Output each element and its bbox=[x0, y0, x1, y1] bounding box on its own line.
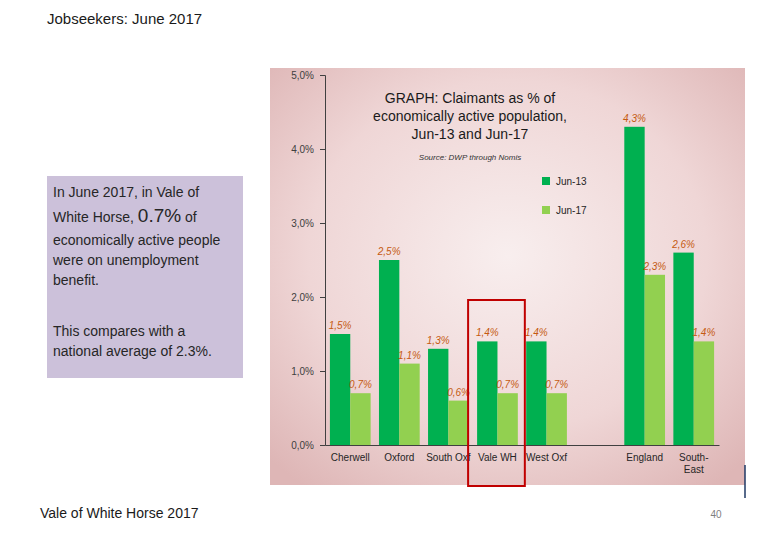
y-tick: 0,0% bbox=[291, 440, 325, 451]
x-tick: England bbox=[626, 445, 663, 463]
y-tick-label: 0,0% bbox=[291, 440, 314, 451]
data-label: 1,5% bbox=[329, 320, 352, 331]
highlight-box bbox=[468, 300, 525, 486]
data-labels: 1,5% 2,5% 1,3% 1,4% 1,4% 4,3% 2,6% 0,7% 1,1% 0,6%… bbox=[329, 113, 716, 398]
data-label: 1,4% bbox=[476, 327, 499, 338]
y-tick-label: 5,0% bbox=[291, 70, 314, 81]
data-label: 0,7% bbox=[496, 379, 519, 390]
data-label: 1,3% bbox=[427, 335, 450, 346]
legend-swatch bbox=[542, 206, 550, 214]
y-tick-label: 3,0% bbox=[291, 218, 314, 229]
legend-label: Jun-13 bbox=[556, 176, 587, 187]
y-tick: 4,0% bbox=[291, 144, 325, 155]
y-tick: 1,0% bbox=[291, 366, 325, 377]
comparison-text: This compares with a national average of… bbox=[53, 321, 237, 362]
legend-label: Jun-17 bbox=[556, 205, 587, 216]
legend: Jun-13 Jun-17 bbox=[542, 176, 587, 216]
bar bbox=[526, 341, 546, 445]
data-label: 1,4% bbox=[525, 327, 548, 338]
data-label: 0,7% bbox=[545, 379, 568, 390]
chart-panel bbox=[270, 68, 745, 485]
summary-text: In June 2017, in Vale of White Horse, 0.… bbox=[53, 182, 237, 291]
bar bbox=[673, 253, 693, 445]
chart-title: GRAPH: Claimants as % ofeconomically act… bbox=[373, 90, 567, 142]
bar bbox=[694, 341, 714, 445]
bar bbox=[645, 275, 665, 445]
x-tick: South Oxf bbox=[426, 445, 471, 463]
y-tick: 5,0% bbox=[291, 70, 325, 81]
x-tick-label: England bbox=[626, 452, 663, 463]
x-tick: Vale WH bbox=[478, 445, 517, 463]
x-tick: Cherwell bbox=[331, 445, 370, 463]
bar bbox=[448, 401, 468, 445]
bars bbox=[330, 127, 714, 445]
x-tick: West Oxf bbox=[526, 445, 567, 463]
data-label: 2,6% bbox=[671, 239, 695, 250]
slide-title: Jobseekers: June 2017 bbox=[47, 10, 202, 27]
x-axis: Cherwell Oxford South Oxf Vale WH West Oxf En… bbox=[326, 445, 720, 475]
x-tick: Oxford bbox=[384, 445, 414, 463]
x-axis-line bbox=[326, 445, 720, 446]
legend-swatch bbox=[542, 177, 550, 185]
y-tick-mark bbox=[320, 223, 325, 224]
x-tick-label: South-East bbox=[679, 452, 708, 475]
y-tick-mark bbox=[320, 371, 325, 372]
bar bbox=[399, 364, 419, 445]
y-tick-mark bbox=[320, 75, 325, 76]
y-tick-label: 1,0% bbox=[291, 366, 314, 377]
data-label: 2,3% bbox=[642, 261, 666, 272]
chart-subtitle: Source: DWP through Nomis bbox=[419, 153, 521, 162]
x-tick: South-East bbox=[679, 445, 708, 475]
decor-line bbox=[744, 465, 746, 498]
data-label: 1,1% bbox=[398, 350, 421, 361]
y-tick-label: 4,0% bbox=[291, 144, 314, 155]
data-label: 4,3% bbox=[623, 113, 646, 124]
data-label: 1,4% bbox=[693, 327, 716, 338]
x-tick-label: South Oxf bbox=[426, 452, 471, 463]
footer: Vale of White Horse 2017 bbox=[40, 505, 199, 521]
bar bbox=[624, 127, 644, 445]
y-tick: 3,0% bbox=[291, 218, 325, 229]
bar bbox=[350, 393, 370, 445]
page-number: 40 bbox=[710, 509, 722, 520]
bar bbox=[330, 334, 350, 445]
data-label: 2,5% bbox=[377, 246, 401, 257]
summary-box: In June 2017, in Vale of White Horse, 0.… bbox=[47, 176, 243, 378]
y-tick-mark bbox=[320, 445, 325, 446]
bar bbox=[379, 260, 399, 445]
y-tick-mark bbox=[320, 297, 325, 298]
y-axis: 0,0% 1,0% 2,0% 3,0% 4,0% 5,0% bbox=[291, 70, 325, 451]
bar bbox=[497, 393, 517, 445]
x-tick-label: Vale WH bbox=[478, 452, 517, 463]
y-tick-label: 2,0% bbox=[291, 292, 314, 303]
x-tick-label: Cherwell bbox=[331, 452, 370, 463]
bar bbox=[428, 349, 448, 445]
data-label: 0,7% bbox=[349, 379, 372, 390]
bar bbox=[547, 393, 567, 445]
bar bbox=[477, 341, 497, 445]
y-axis-line bbox=[320, 76, 326, 446]
y-tick-mark bbox=[320, 149, 325, 150]
y-tick: 2,0% bbox=[291, 292, 325, 303]
data-label: 0,6% bbox=[447, 387, 470, 398]
summary-highlight: 0.7% bbox=[138, 205, 181, 226]
x-tick-label: Oxford bbox=[384, 452, 414, 463]
x-tick-label: West Oxf bbox=[526, 452, 567, 463]
